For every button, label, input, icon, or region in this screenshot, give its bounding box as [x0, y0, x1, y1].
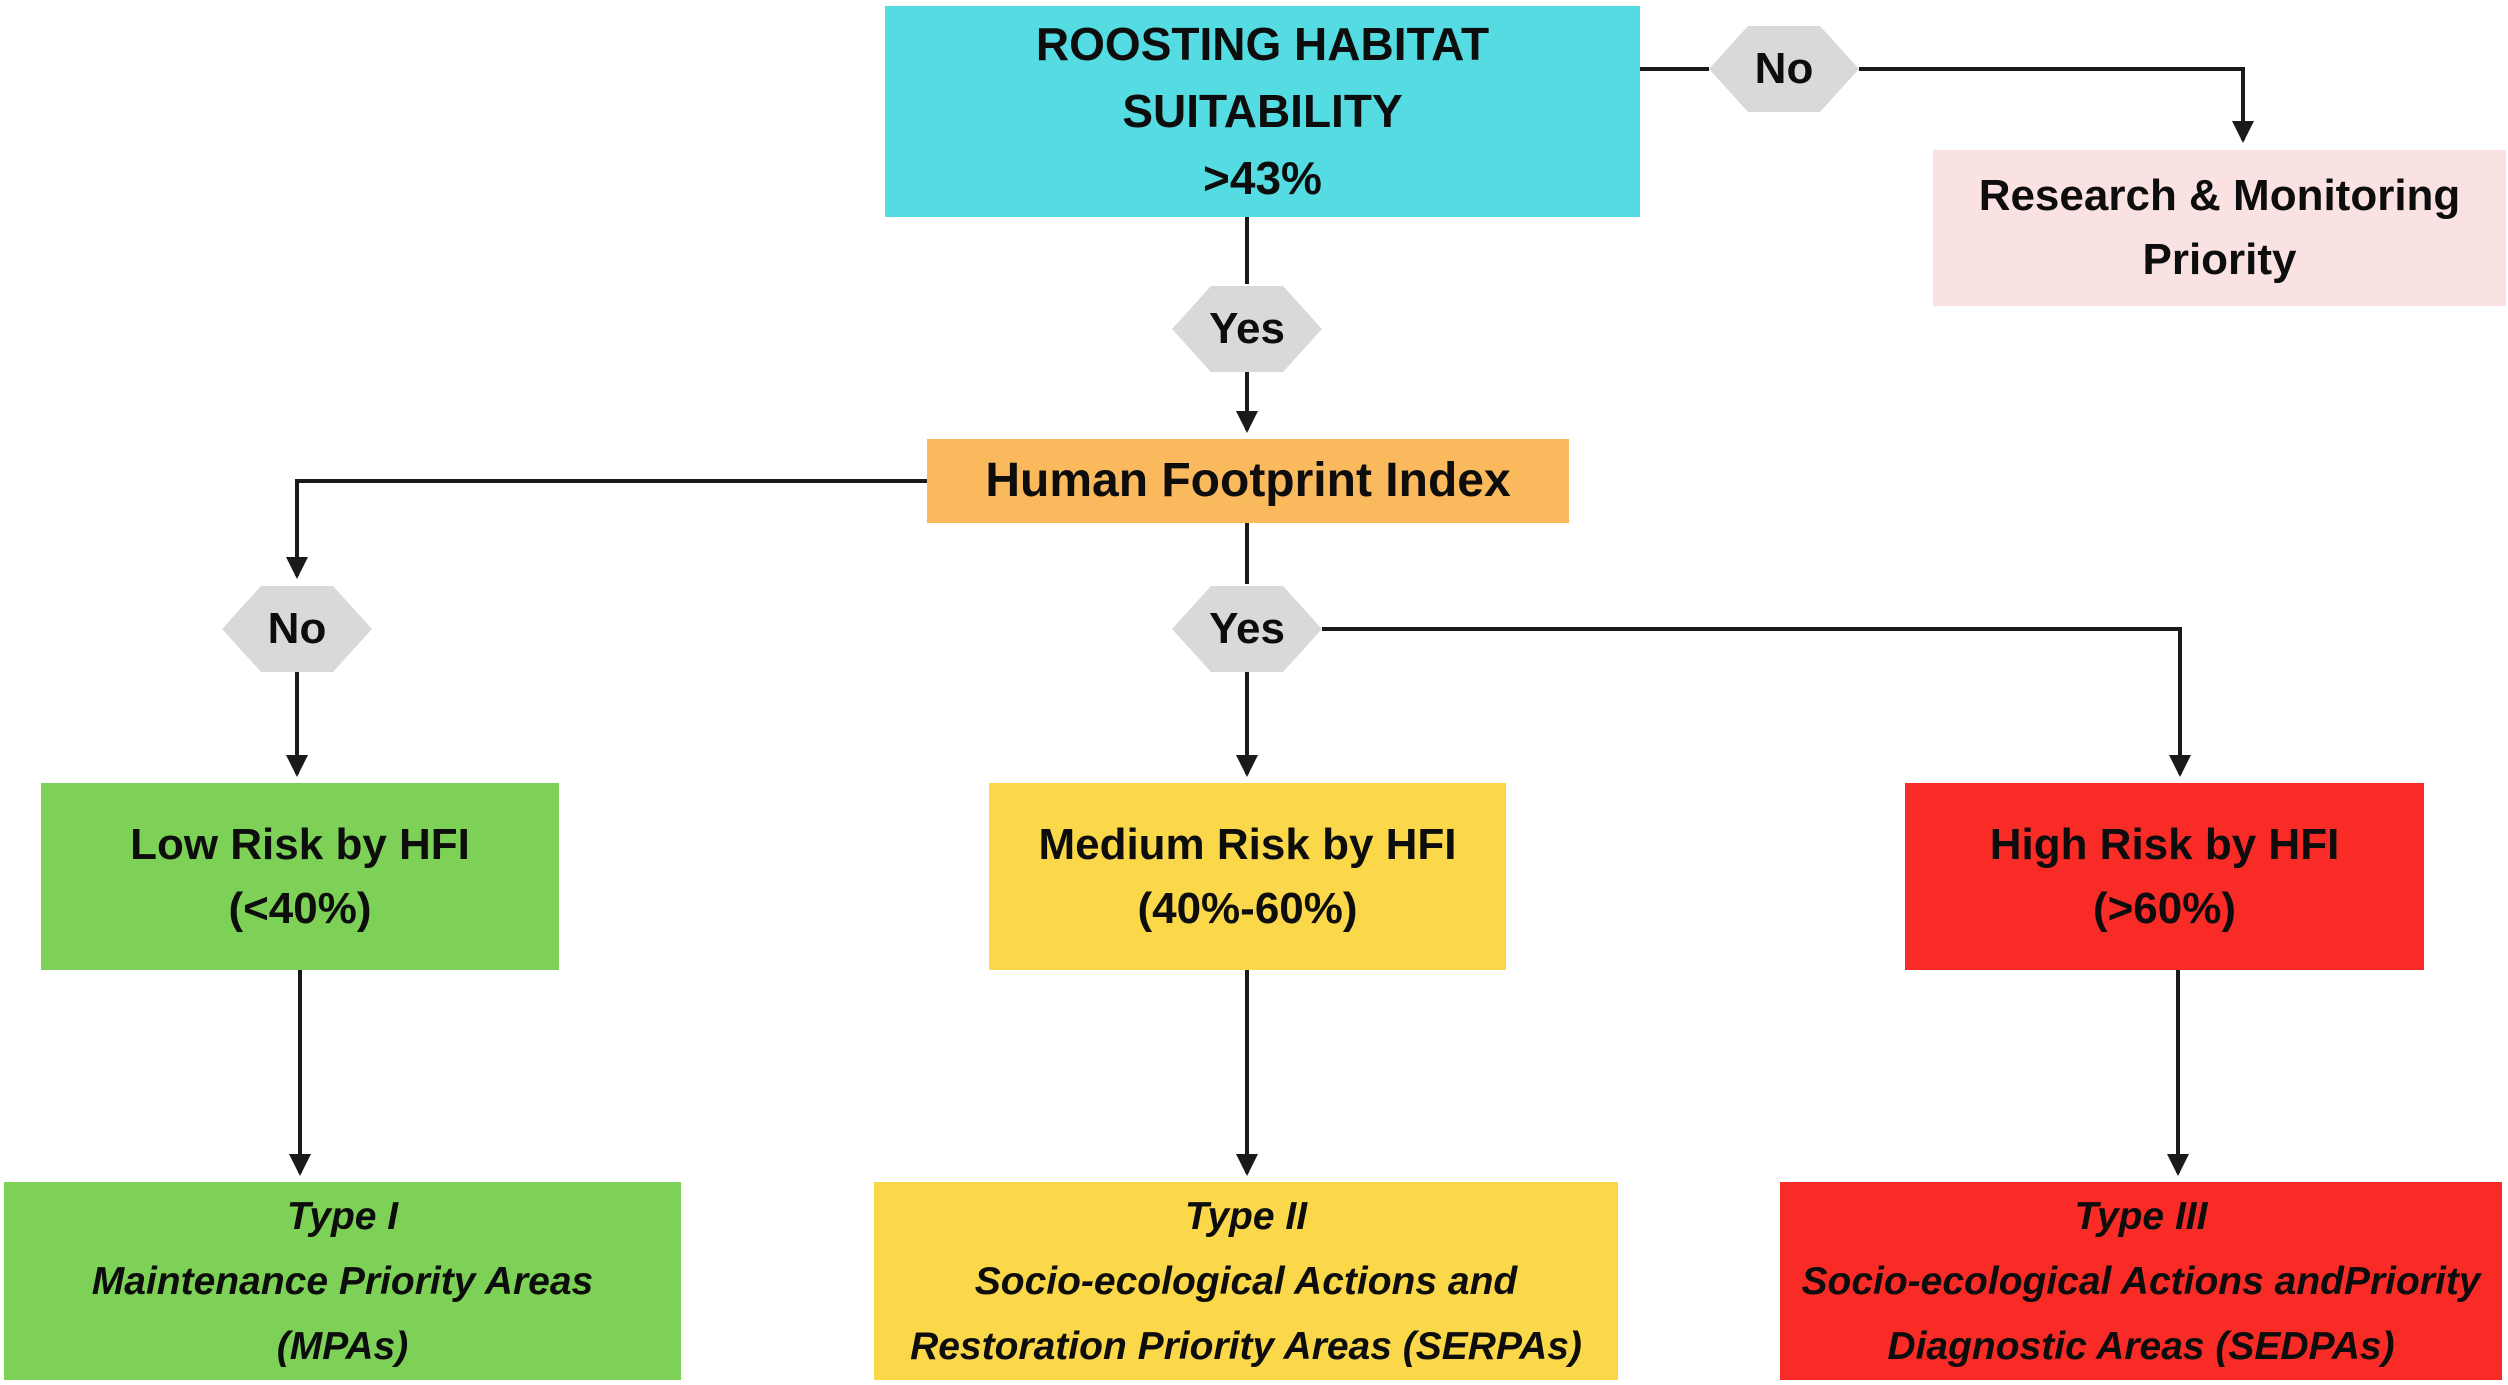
node-text-line: ROOSTING HABITAT	[1035, 18, 1490, 70]
node-text-line: Socio-ecological Actions andPriority	[1801, 1259, 2481, 1303]
node-low-risk-hfi: Low Risk by HFI (<40%)	[41, 783, 559, 970]
decision-label: No	[1754, 44, 1814, 93]
node-type-1-mpas: Type I Maintenance Priority Areas (MPAs)	[4, 1182, 681, 1380]
node-text-line: (>60%)	[2092, 883, 2237, 933]
node-roosting-habitat-suitability: ROOSTING HABITAT SUITABILITY >43%	[885, 6, 1640, 217]
node-text-line: Type III	[2074, 1194, 2208, 1238]
node-text-line: Type II	[1184, 1194, 1308, 1238]
node-text-line: Low Risk by HFI	[130, 819, 470, 869]
node-type-3-sedpas: Type III Socio-ecological Actions andPri…	[1780, 1182, 2502, 1380]
node-text-line: High Risk by HFI	[1989, 819, 2340, 869]
node-text-line: (40%-60%)	[1137, 883, 1358, 933]
node-text-line: Socio-ecological Actions and	[974, 1259, 1518, 1303]
decision-label: Yes	[1209, 304, 1285, 353]
node-text-line: Type I	[286, 1194, 399, 1238]
node-text-line: Restoration Priority Areas (SERPAs)	[910, 1324, 1582, 1368]
node-text-line: Human Footprint Index	[985, 454, 1511, 507]
node-text-line: (MPAs)	[276, 1324, 409, 1368]
decision-label: Yes	[1209, 604, 1285, 653]
node-human-footprint-index: Human Footprint Index	[927, 439, 1569, 523]
node-medium-risk-hfi: Medium Risk by HFI (40%-60%)	[989, 783, 1506, 970]
node-text-line: Maintenance Priority Areas	[91, 1259, 594, 1303]
node-text-line: SUITABILITY	[1122, 85, 1403, 137]
decision-label: No	[267, 604, 327, 653]
node-text-line: Diagnostic Areas (SEDPAs)	[1887, 1324, 2395, 1368]
node-text-line: Research & Monitoring	[1978, 171, 2461, 220]
node-text-line: Priority	[2142, 235, 2297, 284]
node-research-monitoring-priority: Research & Monitoring Priority	[1933, 150, 2506, 306]
node-high-risk-hfi: High Risk by HFI (>60%)	[1905, 783, 2424, 970]
node-type-2-serpas: Type II Socio-ecological Actions and Res…	[874, 1182, 1618, 1380]
node-text-line: >43%	[1203, 152, 1322, 204]
node-text-line: Medium Risk by HFI	[1038, 819, 1457, 869]
node-text-line: (<40%)	[228, 883, 372, 933]
